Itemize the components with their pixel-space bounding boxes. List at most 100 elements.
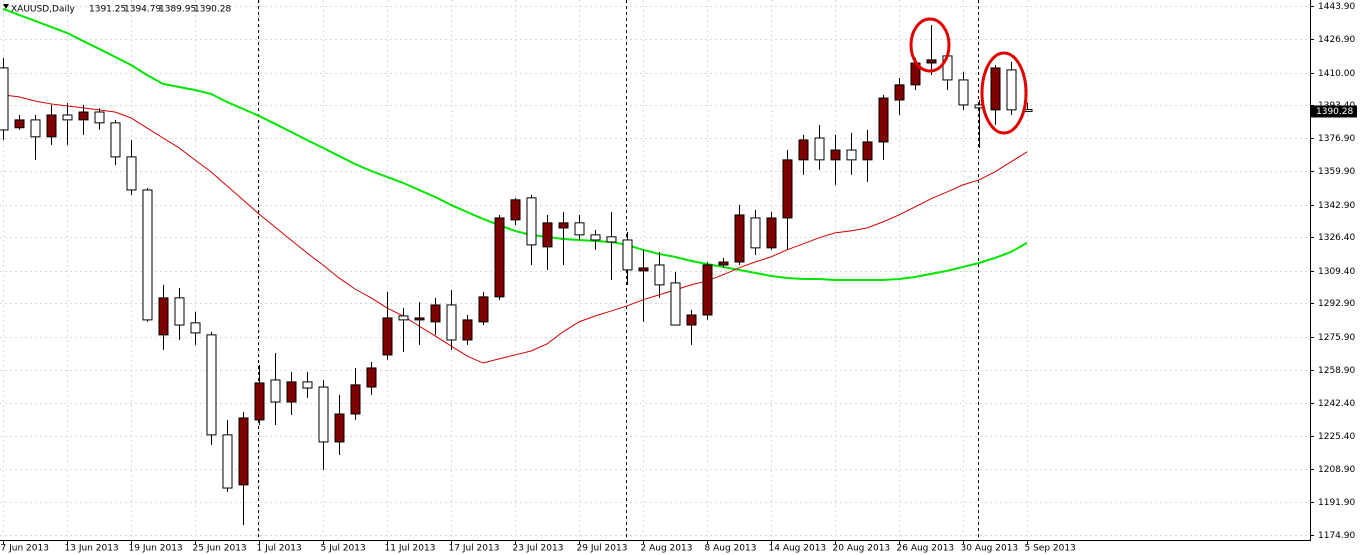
price-label-box — [1311, 105, 1357, 118]
candle-body — [1006, 69, 1017, 111]
y-tick-label: 1292.90 — [1318, 299, 1355, 309]
candle-body — [526, 197, 537, 246]
candle-body — [862, 141, 873, 161]
y-tick-label: 1275.90 — [1318, 333, 1355, 343]
highlight-circle — [980, 51, 1028, 135]
y-tick-label: 1208.90 — [1318, 465, 1355, 475]
y-tick-label: 1426.90 — [1318, 35, 1355, 45]
candle-body — [734, 214, 745, 263]
candle-body — [878, 97, 889, 143]
candle-body — [46, 114, 57, 138]
candle-body — [158, 297, 169, 336]
x-tick-label: 5 Sep 2013 — [1025, 544, 1076, 554]
candle-body — [94, 111, 105, 124]
candle-body — [830, 149, 841, 161]
candle-body — [510, 199, 521, 221]
candle-body — [606, 236, 617, 243]
y-tick-label: 1342.90 — [1318, 201, 1355, 211]
candle-body — [62, 114, 73, 121]
candle-body — [574, 222, 585, 236]
x-tick-label: 8 Aug 2013 — [705, 544, 757, 554]
candle-body — [702, 264, 713, 316]
candle-body — [686, 314, 697, 326]
y-tick-label: 1242.40 — [1318, 399, 1355, 409]
candle-body — [174, 297, 185, 326]
candle-body — [926, 59, 937, 64]
candle-body — [798, 139, 809, 161]
x-tick-label: 13 Jun 2013 — [65, 544, 119, 554]
x-tick-label: 7 Jun 2013 — [1, 544, 49, 554]
x-tick-label: 11 Jul 2013 — [385, 544, 436, 554]
annotations — [909, 17, 1028, 135]
candle-body — [334, 413, 345, 443]
header-open: 1391.25 — [89, 5, 126, 15]
highlight-circle — [909, 17, 951, 73]
candle-body — [286, 381, 297, 403]
candle-body — [302, 381, 313, 389]
y-tick-label: 1410.00 — [1318, 69, 1355, 79]
x-tick-label: 26 Aug 2013 — [897, 544, 955, 554]
x-tick-label: 1 Jul 2013 — [257, 544, 302, 554]
candle-body — [718, 261, 729, 266]
candle-body — [430, 304, 441, 323]
y-tick-label: 1191.90 — [1318, 498, 1355, 508]
candle-body — [558, 222, 569, 229]
candle-body — [990, 67, 1001, 111]
y-tick-label: 1309.40 — [1318, 267, 1355, 277]
candle-body — [398, 315, 409, 321]
x-tick-label: 29 Jul 2013 — [577, 544, 628, 554]
candle-body — [670, 282, 681, 326]
x-tick-label: 14 Aug 2013 — [769, 544, 827, 554]
candles — [0, 25, 1033, 526]
header-high: 1394.79 — [124, 5, 161, 15]
y-tick-label: 1174.90 — [1318, 531, 1355, 541]
candle-body — [478, 296, 489, 323]
candle-body — [190, 322, 201, 334]
candle-body — [350, 384, 361, 415]
candle-body — [894, 84, 905, 101]
moving-average — [2, 7, 1028, 281]
candle-body — [654, 264, 665, 286]
collapse-icon — [3, 4, 9, 9]
candle-body — [590, 234, 601, 241]
candle-body — [14, 119, 25, 129]
candle-body — [958, 79, 969, 106]
price-label: 1390.28 — [1316, 107, 1353, 117]
candle-body — [542, 222, 553, 248]
chart-title: XAUUSD,Daily — [11, 5, 75, 15]
candle-body — [638, 267, 649, 272]
candle-body — [142, 189, 153, 321]
candle-body — [814, 137, 825, 161]
candle-body — [766, 217, 777, 249]
x-tick-label: 25 Jun 2013 — [193, 544, 247, 554]
candle-body — [446, 304, 457, 341]
x-tick-label: 23 Jul 2013 — [513, 544, 564, 554]
candle-body — [494, 217, 505, 298]
candle-body — [0, 67, 9, 131]
candle-body — [414, 317, 425, 321]
candle-body — [782, 159, 793, 219]
y-tick-label: 1225.40 — [1318, 432, 1355, 442]
candle-body — [30, 119, 41, 138]
candle-body — [622, 239, 633, 271]
x-tick-label: 30 Aug 2013 — [961, 544, 1019, 554]
y-tick-label: 1258.90 — [1318, 366, 1355, 376]
x-tick-label: 20 Aug 2013 — [833, 544, 891, 554]
x-tick-label: 17 Jul 2013 — [449, 544, 500, 554]
candle-body — [206, 334, 217, 436]
candle-body — [254, 382, 265, 421]
candle-body — [78, 111, 89, 121]
candle-body — [110, 122, 121, 158]
y-tick-label: 1326.40 — [1318, 233, 1355, 243]
header-close: 1390.28 — [194, 5, 231, 15]
candle-body — [270, 379, 281, 403]
moving-average — [2, 94, 1028, 364]
x-tick-label: 2 Aug 2013 — [641, 544, 693, 554]
candle-body — [750, 217, 761, 249]
x-tick-label: 5 Jul 2013 — [321, 544, 366, 554]
header-low: 1389.95 — [159, 5, 196, 15]
